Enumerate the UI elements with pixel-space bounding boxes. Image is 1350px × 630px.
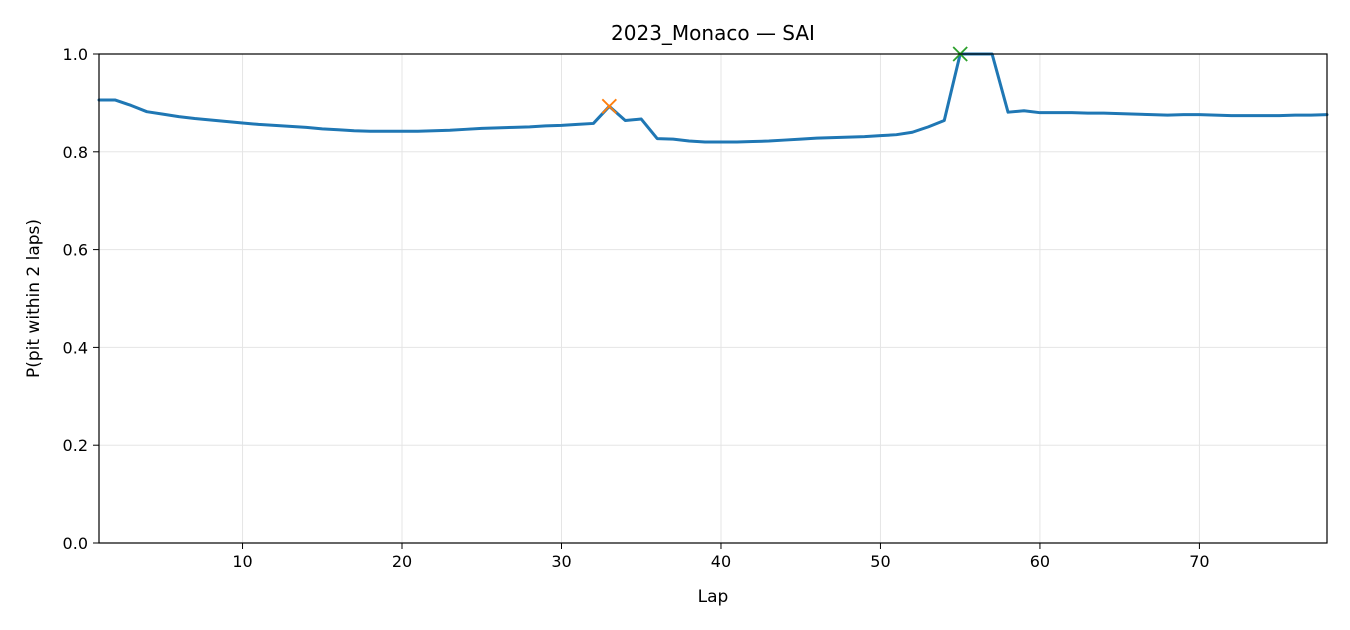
x-tick-label: 20 bbox=[392, 552, 412, 571]
y-tick-label: 0.6 bbox=[63, 241, 88, 260]
y-tick-label: 0.4 bbox=[63, 338, 88, 357]
ticks: 10 20 30 40 50 60 70 0.0 0.2 0.4 0.6 0.8 1.0 bbox=[63, 45, 1210, 571]
plot-frame bbox=[98, 53, 1328, 544]
x-tick-label: 30 bbox=[551, 552, 571, 571]
y-tick-label: 0.8 bbox=[63, 143, 88, 162]
x-tick-label: 10 bbox=[232, 552, 252, 571]
x-marker bbox=[601, 98, 617, 114]
y-tick-label: 0.0 bbox=[63, 534, 88, 553]
x-axis-label: Lap bbox=[698, 587, 729, 607]
series-layer bbox=[97, 52, 1329, 144]
y-tick-label: 0.2 bbox=[63, 436, 88, 455]
x-tick-label: 40 bbox=[711, 552, 731, 571]
y-tick-label: 1.0 bbox=[63, 45, 88, 64]
x-tick-label: 60 bbox=[1030, 552, 1050, 571]
y-axis-label: P(pit within 2 laps) bbox=[24, 219, 44, 378]
series-line bbox=[97, 52, 1329, 144]
x-tick-label: 50 bbox=[870, 552, 890, 571]
x-tick-label: 70 bbox=[1189, 552, 1209, 571]
chart-title: 2023_Monaco — SAI bbox=[611, 21, 815, 45]
